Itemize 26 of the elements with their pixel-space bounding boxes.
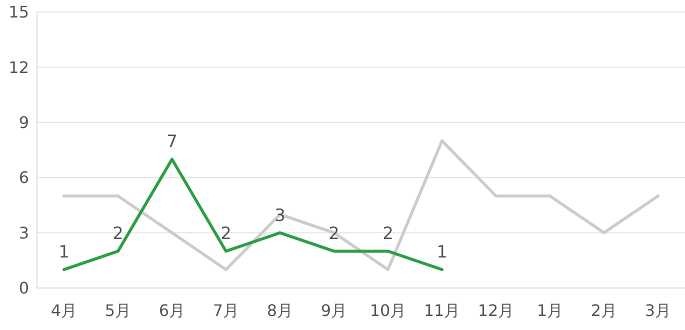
x-tick-label: 7月 [212,301,240,320]
x-tick-label: 10月 [370,301,406,320]
x-tick-label: 1月 [536,301,564,320]
x-tick-label: 3月 [644,301,672,320]
y-tick-label: 0 [18,278,29,298]
data-label: 2 [328,224,340,244]
y-tick-label: 3 [18,223,29,242]
x-tick-label: 5月 [104,301,132,320]
y-tick-label: 9 [18,113,29,132]
data-label: 3 [274,206,286,226]
x-tick-label: 8月 [266,301,294,320]
data-label: 7 [166,132,178,152]
data-label: 1 [58,242,70,263]
data-label: 1 [436,242,448,263]
y-tick-label: 15 [8,2,29,22]
x-tick-label: 2月 [590,301,618,320]
x-tick-label: 4月 [50,301,78,320]
data-label: 2 [382,224,394,244]
x-tick-label: 6月 [158,301,186,320]
data-label: 2 [220,224,232,244]
y-tick-label: 6 [18,168,29,188]
x-tick-label: 9月 [320,301,348,320]
x-tick-label: 12月 [478,301,514,320]
x-tick-label: 11月 [424,301,460,320]
y-tick-label: 12 [8,58,29,77]
data-label: 2 [112,224,124,244]
